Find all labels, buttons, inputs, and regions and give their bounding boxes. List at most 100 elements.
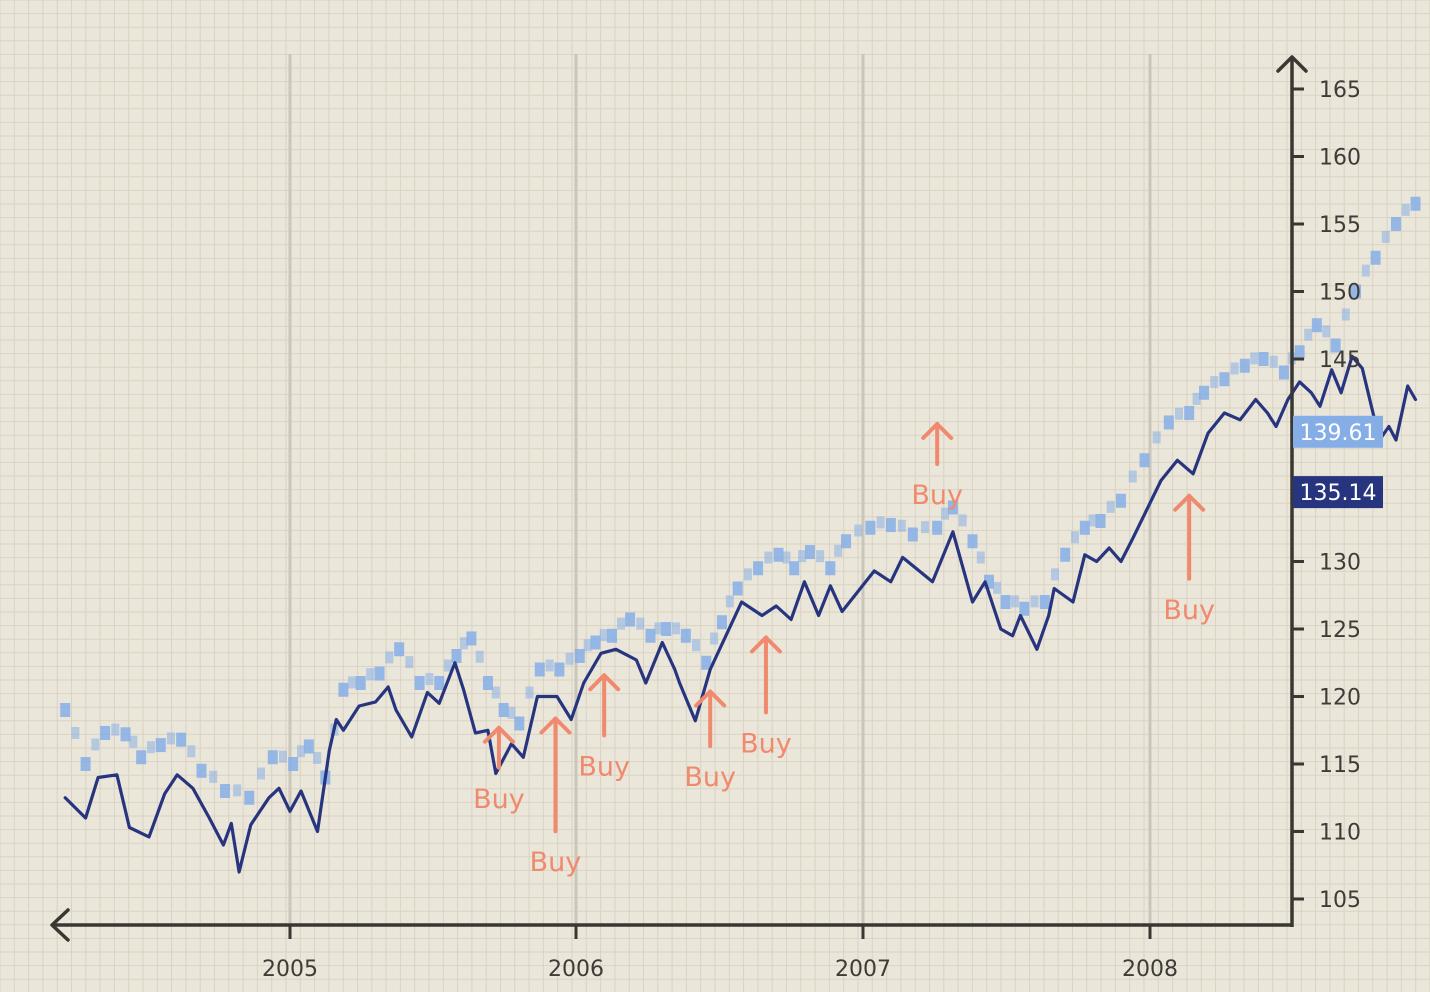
buy-arrow-head bbox=[694, 689, 727, 708]
y-axis-ticks: 105 110 115 120 125 130 145 150 155 160 165 bbox=[1292, 78, 1361, 913]
light-series-marker bbox=[1192, 392, 1201, 405]
light-series-marker bbox=[1184, 406, 1195, 420]
light-series-marker bbox=[1115, 493, 1126, 508]
light-series-marker bbox=[798, 550, 807, 563]
light-series-marker bbox=[1019, 601, 1030, 616]
light-series bbox=[60, 196, 1421, 805]
light-series-marker bbox=[514, 716, 525, 731]
light-series-marker bbox=[1250, 352, 1259, 365]
light-series-marker bbox=[725, 595, 734, 608]
light-series-marker bbox=[645, 628, 656, 643]
light-series-marker bbox=[525, 686, 534, 699]
light-series-marker bbox=[680, 628, 691, 643]
value-badge-label: 139.61 bbox=[1300, 421, 1377, 446]
light-series-marker bbox=[654, 622, 663, 635]
light-series-marker bbox=[920, 521, 929, 534]
light-series-marker bbox=[854, 524, 863, 537]
light-series-marker bbox=[897, 519, 906, 532]
light-series-marker bbox=[753, 561, 764, 576]
light-series-marker bbox=[129, 735, 138, 748]
light-series-marker bbox=[865, 520, 876, 535]
light-series-marker bbox=[834, 544, 843, 557]
light-series-marker bbox=[932, 520, 943, 535]
light-series-marker bbox=[1390, 217, 1401, 231]
buy-label: Buy bbox=[684, 762, 736, 793]
light-series-marker bbox=[1258, 352, 1269, 366]
light-series-marker bbox=[100, 725, 111, 740]
light-series-marker bbox=[303, 739, 314, 754]
y-tick-label: 145 bbox=[1319, 348, 1361, 373]
light-series-marker bbox=[565, 652, 574, 665]
light-series-marker bbox=[1278, 365, 1289, 380]
light-series-marker bbox=[1152, 431, 1161, 444]
light-series-marker bbox=[466, 631, 477, 646]
light-series-marker bbox=[425, 673, 434, 685]
light-series-marker bbox=[661, 622, 672, 636]
light-series-marker bbox=[1163, 415, 1174, 430]
light-series-marker bbox=[374, 666, 385, 681]
buy-label: Buy bbox=[911, 480, 963, 511]
light-series-marker bbox=[545, 659, 554, 672]
light-series-marker bbox=[244, 790, 255, 805]
y-tick-label: 160 bbox=[1319, 146, 1361, 171]
light-series-marker bbox=[617, 617, 626, 630]
light-series-marker bbox=[1174, 407, 1183, 420]
light-series-marker bbox=[1361, 264, 1370, 277]
y-tick-label: 130 bbox=[1319, 551, 1361, 576]
value-badges: 139.61 135.14 bbox=[1293, 415, 1383, 509]
light-series-marker bbox=[976, 551, 985, 564]
light-series-marker bbox=[554, 662, 565, 677]
y-tick-label: 165 bbox=[1319, 78, 1361, 103]
light-series-marker bbox=[789, 561, 800, 576]
light-series-marker bbox=[764, 551, 773, 564]
light-series-marker bbox=[482, 676, 493, 690]
light-series-marker bbox=[773, 547, 784, 562]
light-series-marker bbox=[1128, 470, 1137, 483]
light-series-marker bbox=[394, 642, 405, 657]
light-series-marker bbox=[385, 651, 394, 664]
light-series-marker bbox=[405, 656, 414, 669]
light-series-marker bbox=[507, 706, 516, 719]
light-series-marker bbox=[885, 518, 896, 533]
light-series-marker bbox=[278, 750, 287, 763]
y-tick-label: 150 bbox=[1319, 281, 1361, 306]
light-series-marker bbox=[1322, 325, 1331, 338]
light-series-marker bbox=[583, 639, 592, 652]
x-axis-ticks: 2005 2006 2007 2008 bbox=[262, 925, 1178, 982]
year-gridlines bbox=[288, 54, 1152, 925]
y-tick-label: 115 bbox=[1319, 753, 1361, 778]
buy-arrow-head bbox=[482, 725, 515, 744]
buy-arrow-head bbox=[539, 716, 572, 735]
light-series-marker bbox=[1010, 595, 1019, 608]
value-badge-label: 135.14 bbox=[1300, 481, 1377, 506]
buy-arrow-icon bbox=[482, 725, 515, 770]
light-series-marker bbox=[636, 617, 645, 630]
light-series-marker bbox=[1071, 531, 1080, 544]
light-series-marker bbox=[1330, 338, 1341, 353]
light-series-marker bbox=[219, 784, 230, 798]
light-series-marker bbox=[672, 622, 681, 635]
light-series-marker bbox=[1370, 250, 1381, 265]
value-badge bbox=[1293, 476, 1383, 509]
light-series-marker bbox=[607, 628, 618, 643]
light-series-marker bbox=[534, 662, 545, 677]
light-series-marker bbox=[804, 545, 815, 560]
light-series-marker bbox=[692, 639, 701, 652]
buy-arrow-icon bbox=[921, 422, 954, 466]
light-series-marker bbox=[993, 581, 1002, 594]
light-series-marker bbox=[816, 550, 825, 563]
light-series-marker bbox=[187, 745, 196, 758]
light-series-marker bbox=[60, 703, 71, 717]
x-axis-arrow-icon bbox=[50, 908, 70, 942]
light-series-marker bbox=[1230, 362, 1239, 375]
buy-arrow-head bbox=[749, 635, 782, 654]
buy-arrow-head bbox=[1173, 493, 1206, 512]
light-series-marker bbox=[743, 568, 752, 581]
light-series-marker bbox=[876, 516, 885, 529]
buy-label: Buy bbox=[578, 751, 630, 782]
light-series-marker bbox=[701, 655, 712, 670]
light-series-marker bbox=[146, 741, 155, 754]
